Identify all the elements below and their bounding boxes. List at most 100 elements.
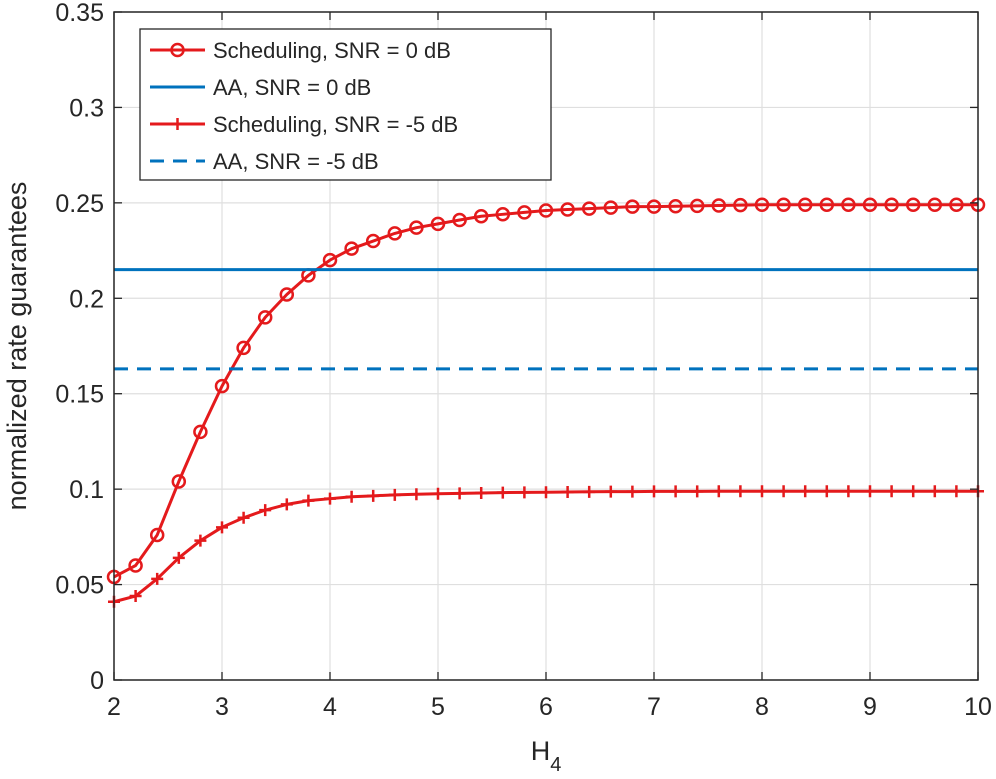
data-point <box>432 487 444 500</box>
data-point <box>646 199 662 214</box>
y-tick-label: 0.15 <box>55 381 104 409</box>
y-axis-label: normalized rate guarantees <box>2 182 32 511</box>
data-point <box>387 226 403 241</box>
data-point <box>885 485 898 498</box>
data-point <box>430 216 446 232</box>
data-point <box>452 212 467 228</box>
data-point <box>475 486 488 499</box>
x-tick-label: 3 <box>215 693 229 721</box>
x-axis-label-subscript: 4 <box>550 754 561 776</box>
data-point <box>171 474 187 489</box>
data-point <box>149 527 165 543</box>
x-tick-label: 6 <box>539 693 553 721</box>
data-point <box>819 197 835 213</box>
data-point <box>604 485 617 498</box>
data-point <box>129 590 142 603</box>
data-point <box>583 485 596 498</box>
data-point <box>581 201 597 216</box>
data-point <box>625 199 640 214</box>
data-point <box>799 485 812 498</box>
data-point <box>193 424 208 440</box>
y-tick-label: 0.25 <box>55 190 104 218</box>
y-tick-label: 0.1 <box>69 476 104 504</box>
data-point <box>279 287 295 302</box>
data-point <box>712 485 725 498</box>
data-point <box>194 534 207 547</box>
data-point <box>560 202 575 217</box>
data-point <box>734 485 747 498</box>
legend-entry-4: AA, SNR = -5 dB <box>150 149 379 174</box>
y-tick-label: 0.05 <box>55 572 104 600</box>
data-point <box>797 197 813 213</box>
data-point <box>842 485 855 498</box>
data-point <box>344 241 359 256</box>
legend-label: Scheduling, SNR = 0 dB <box>213 38 451 63</box>
data-point <box>216 521 228 534</box>
legend-marker <box>171 118 184 130</box>
x-tick-label: 8 <box>755 693 769 721</box>
data-point <box>907 485 920 498</box>
legend-items: Scheduling, SNR = 0 dB AA, SNR = 0 dB Sche… <box>150 38 458 174</box>
data-point <box>949 197 964 213</box>
data-point <box>151 572 164 585</box>
data-point <box>648 485 660 498</box>
data-point <box>950 485 963 498</box>
legend-entry-3: Scheduling, SNR = -5 dB <box>150 112 458 137</box>
data-point <box>302 494 315 507</box>
data-point <box>345 490 358 503</box>
y-tick-label: 0.35 <box>55 0 104 27</box>
series-1 <box>106 197 986 585</box>
data-point <box>322 252 338 268</box>
legend-label: AA, SNR = 0 dB <box>213 75 371 100</box>
data-point <box>495 207 511 222</box>
data-point <box>365 233 381 249</box>
data-point <box>711 198 727 213</box>
legend-entry-1: Scheduling, SNR = 0 dB <box>150 38 451 63</box>
data-point <box>820 485 833 498</box>
data-point <box>518 486 531 499</box>
data-point <box>689 198 705 214</box>
data-point <box>388 488 401 501</box>
data-point <box>259 504 272 517</box>
data-point <box>128 558 143 573</box>
x-tick-label: 2 <box>107 693 121 721</box>
x-tick-label: 5 <box>431 693 445 721</box>
series-3 <box>108 485 984 608</box>
data-point <box>733 197 748 213</box>
series-layer <box>106 197 986 608</box>
x-tick-label: 7 <box>647 693 661 721</box>
data-point <box>214 378 230 394</box>
data-point <box>756 485 768 498</box>
data-point <box>540 486 552 499</box>
data-point <box>324 492 336 505</box>
data-point <box>473 208 489 224</box>
legend-marker <box>170 42 185 58</box>
data-point <box>841 197 856 213</box>
data-point <box>410 488 423 501</box>
data-point <box>691 485 704 498</box>
x-tick-label: 4 <box>323 693 337 721</box>
data-point <box>236 340 251 356</box>
data-point <box>905 197 921 213</box>
data-point <box>453 487 466 500</box>
data-point <box>409 220 424 235</box>
x-axis-label: H4 <box>531 736 562 776</box>
data-point <box>927 197 943 213</box>
x-tick-label: 10 <box>964 693 992 721</box>
legend-entry-2: AA, SNR = 0 dB <box>150 75 371 100</box>
x-axis-label-main: H <box>531 736 551 766</box>
data-point <box>754 197 770 213</box>
data-point <box>626 485 639 498</box>
data-point <box>884 197 899 213</box>
data-point <box>669 485 682 498</box>
y-tick-label: 0.3 <box>69 94 104 122</box>
data-point <box>928 485 941 498</box>
data-point <box>862 197 878 213</box>
data-point <box>172 551 185 564</box>
data-point <box>561 486 574 499</box>
x-tick-label: 9 <box>863 693 877 721</box>
data-point <box>777 485 790 498</box>
data-point <box>603 200 619 215</box>
data-point <box>668 199 683 214</box>
